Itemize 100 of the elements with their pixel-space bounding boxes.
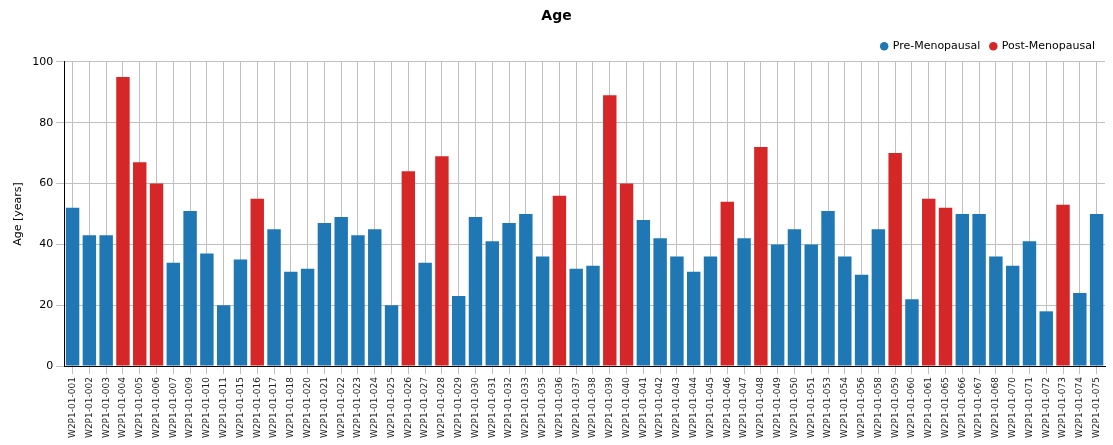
bar: [468, 216, 483, 366]
legend-label: Pre-Menopausal: [892, 39, 981, 53]
bar: [754, 147, 768, 366]
x-tick-label: W2P1-01-005: [134, 377, 145, 438]
x-tick-label: W2P1-01-024: [369, 376, 380, 438]
x-tick-label: W2P1-01-018: [285, 376, 296, 438]
bar: [384, 305, 399, 366]
x-tick-label: W2P1-01-048: [755, 376, 766, 438]
bar: [838, 256, 852, 366]
x-tick-label: W2P1-01-038: [587, 376, 598, 438]
chart-title: Age: [541, 7, 572, 24]
x-tick-label: W2P1-01-068: [990, 376, 1001, 438]
bar: [284, 271, 298, 366]
bar: [401, 171, 416, 366]
x-tick-label: W2P1-01-036: [553, 376, 564, 438]
x-tick-label: W2P1-01-025: [385, 377, 396, 438]
x-tick-label: W2P1-01-032: [503, 377, 514, 438]
x-tick-label: W2P1-01-041: [637, 377, 648, 438]
bar: [99, 235, 113, 366]
y-tick-label: 20: [39, 298, 54, 312]
x-tick-label: W2P1-01-072: [1040, 377, 1051, 438]
x-tick-label: W2P1-01-023: [352, 377, 363, 438]
x-tick-label: W2P1-01-075: [1090, 377, 1101, 438]
x-tick-label: W2P1-01-054: [839, 376, 850, 438]
x-tick-label: W2P1-01-074: [1074, 376, 1085, 438]
bar: [603, 95, 617, 366]
bar: [787, 229, 802, 366]
bar: [133, 162, 147, 366]
x-tick-label: W2P1-01-030: [469, 376, 480, 438]
bar: [871, 229, 886, 366]
bar: [636, 220, 651, 366]
y-axis-title: Age [years]: [11, 182, 25, 246]
bar: [250, 198, 264, 366]
x-tick-label: W2P1-01-046: [721, 376, 732, 438]
x-tick-label: W2P1-01-016: [251, 376, 262, 438]
bar: [65, 207, 80, 366]
bar: [233, 259, 248, 366]
bar: [770, 244, 785, 366]
bar: [317, 223, 332, 366]
x-tick-label: W2P1-01-003: [100, 377, 111, 438]
bar: [418, 262, 432, 366]
x-tick-label: W2P1-01-051: [805, 377, 816, 438]
x-tick-label: W2P1-01-037: [570, 377, 581, 438]
bar: [519, 213, 533, 366]
bar: [854, 274, 869, 366]
x-tick-label: W2P1-01-040: [620, 376, 631, 438]
x-tick-label: W2P1-01-009: [184, 376, 195, 438]
bar: [82, 235, 97, 366]
bar: [485, 241, 499, 366]
x-tick-label: W2P1-01-011: [218, 377, 229, 438]
bar: [216, 305, 231, 366]
bar: [905, 299, 919, 366]
y-tick-label: 80: [39, 115, 54, 129]
x-tick-label: W2P1-01-029: [453, 376, 464, 438]
x-tick-label: W2P1-01-020: [301, 376, 312, 438]
x-tick-label: W2P1-01-047: [738, 377, 749, 438]
bar: [116, 77, 130, 366]
bar: [451, 296, 466, 366]
bar: [1089, 213, 1104, 366]
x-tick-label: W2P1-01-015: [234, 377, 245, 438]
bar: [888, 153, 902, 366]
x-tick-label: W2P1-01-039: [604, 376, 615, 438]
bar: [804, 244, 818, 366]
bar: [200, 253, 214, 366]
x-tick-label: W2P1-01-010: [201, 376, 212, 438]
x-tick-label: W2P1-01-044: [688, 376, 699, 438]
x-tick-label: W2P1-01-058: [872, 376, 883, 438]
bar: [368, 229, 382, 366]
x-tick-label: W2P1-01-035: [536, 377, 547, 438]
x-tick-label: W2P1-01-060: [906, 376, 917, 438]
bar: [1056, 204, 1070, 366]
legend-label: Post-Menopausal: [1001, 39, 1095, 53]
bar: [1073, 293, 1087, 366]
y-tick-label: 60: [39, 176, 54, 190]
bar: [720, 201, 734, 366]
bar: [821, 210, 835, 366]
bar: [552, 195, 567, 366]
x-tick-label: W2P1-01-043: [671, 377, 682, 438]
y-tick-label: 0: [46, 358, 54, 372]
x-tick-label: W2P1-01-007: [167, 377, 178, 438]
x-tick-label: W2P1-01-066: [956, 376, 967, 438]
bar: [687, 271, 701, 366]
x-tick-label: W2P1-01-033: [520, 377, 531, 438]
bar: [1022, 241, 1037, 366]
x-tick-label: W2P1-01-056: [855, 376, 866, 438]
x-tick-label: W2P1-01-059: [889, 376, 900, 438]
bar: [502, 223, 516, 366]
bar: [334, 216, 348, 366]
x-tick-label: W2P1-01-053: [822, 377, 833, 438]
bar: [619, 183, 634, 366]
y-tick-label: 100: [32, 54, 54, 68]
bar: [149, 183, 164, 366]
bar: [955, 213, 970, 366]
x-tick-label: W2P1-01-049: [771, 376, 782, 438]
y-tick-label: 40: [39, 237, 54, 251]
bar: [569, 268, 583, 366]
x-tick-label: W2P1-01-070: [1007, 376, 1018, 438]
bar: [166, 262, 181, 366]
bar: [183, 210, 197, 366]
bar: [351, 235, 365, 366]
